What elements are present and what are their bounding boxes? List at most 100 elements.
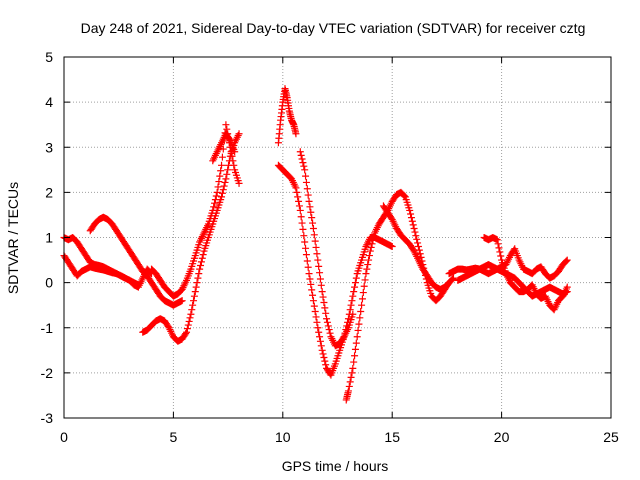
series-arc-1-lower (60, 252, 156, 291)
data-point (351, 352, 359, 360)
data-point (217, 167, 225, 175)
data-point (219, 186, 227, 194)
data-point (190, 292, 198, 300)
data-point (301, 238, 309, 246)
data-point (388, 243, 396, 251)
data-point (235, 130, 243, 138)
data-point (413, 235, 421, 243)
data-point (449, 274, 457, 282)
x-tick-label: 5 (170, 429, 178, 445)
data-point (365, 256, 373, 264)
data-point (292, 130, 300, 138)
data-point (304, 191, 312, 199)
data-point (211, 196, 219, 204)
data-point (449, 275, 457, 283)
data-point (302, 172, 310, 180)
data-point (182, 330, 190, 338)
data-point (324, 322, 332, 330)
data-point (368, 240, 376, 248)
x-tick-label: 20 (494, 429, 510, 445)
data-point (367, 243, 375, 251)
data-point (351, 283, 359, 291)
data-point (319, 293, 327, 301)
data-point (316, 275, 324, 283)
data-point (408, 217, 416, 225)
data-point (318, 346, 326, 354)
data-point (223, 170, 231, 178)
data-point (302, 251, 310, 259)
data-point (365, 252, 373, 260)
data-point (313, 250, 321, 258)
data-point (362, 270, 370, 278)
data-point (183, 325, 191, 333)
y-tick-label: 4 (45, 94, 53, 110)
data-point (294, 193, 302, 201)
data-point (412, 232, 420, 240)
chart-title: Day 248 of 2021, Sidereal Day-to-day VTE… (81, 20, 586, 36)
x-tick-label: 0 (60, 429, 68, 445)
grid-layer (64, 57, 611, 418)
y-tick-label: -2 (41, 365, 54, 381)
data-point (311, 237, 319, 245)
y-tick-label: 2 (45, 184, 53, 200)
data-point (325, 326, 333, 334)
series-arc-9 (342, 188, 457, 404)
data-point (310, 302, 318, 310)
data-point (305, 197, 313, 205)
data-point (406, 206, 414, 214)
series-arc-4 (148, 121, 243, 300)
series-arc-3 (139, 130, 243, 345)
data-point (221, 178, 229, 186)
data-point (197, 258, 205, 266)
data-point (222, 121, 230, 129)
data-point (315, 328, 323, 336)
data-point (346, 378, 354, 386)
data-point (344, 387, 352, 395)
data-point (496, 248, 504, 256)
y-tick-label: 1 (45, 230, 53, 246)
data-point (562, 257, 570, 265)
data-point (351, 279, 359, 287)
data-point (213, 188, 221, 196)
series-arc-2 (86, 213, 186, 309)
data-point (358, 295, 366, 303)
data-point (218, 189, 226, 197)
data-point (224, 166, 232, 174)
data-point (195, 270, 203, 278)
data-point (444, 280, 452, 288)
data-point (306, 203, 314, 211)
data-point (229, 157, 237, 165)
data-point (301, 166, 309, 174)
data-point (347, 373, 355, 381)
data-point (346, 306, 354, 314)
label-layer: Day 248 of 2021, Sidereal Day-to-day VTE… (5, 20, 585, 474)
data-point (297, 151, 305, 159)
series-arc-10 (379, 202, 453, 293)
series-arc-12 (454, 245, 571, 284)
data-point (199, 251, 207, 259)
data-point (348, 369, 356, 377)
data-point (196, 265, 204, 273)
data-point (309, 219, 317, 227)
data-point (317, 342, 325, 350)
data-point (314, 324, 322, 332)
data-point (361, 276, 369, 284)
data-point (308, 214, 316, 222)
data-point (323, 315, 331, 323)
data-point (321, 357, 329, 365)
data-point (416, 250, 424, 258)
data-point (295, 202, 303, 210)
data-point (351, 345, 359, 353)
data-point (295, 197, 303, 205)
data-point (298, 155, 306, 163)
data-point (218, 161, 226, 169)
data-point (298, 219, 306, 227)
data-point (355, 320, 363, 328)
data-point (320, 298, 328, 306)
data-point (218, 153, 226, 161)
series-arc-13 (480, 234, 571, 314)
data-point (189, 301, 197, 309)
data-point (215, 178, 223, 186)
y-tick-label: -3 (41, 410, 54, 426)
